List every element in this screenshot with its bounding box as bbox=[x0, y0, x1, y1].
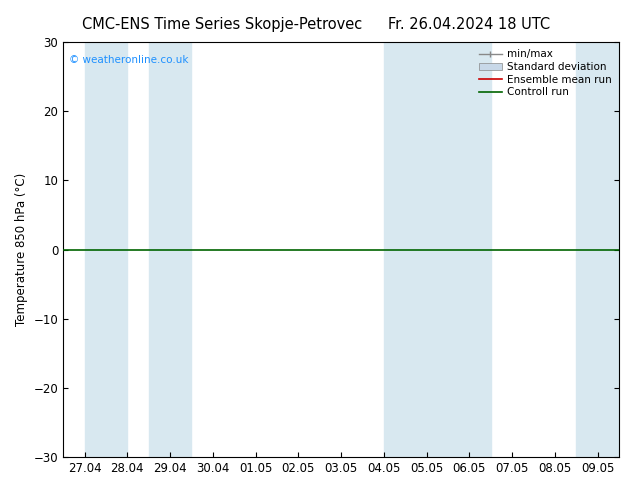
Legend: min/max, Standard deviation, Ensemble mean run, Controll run: min/max, Standard deviation, Ensemble me… bbox=[477, 47, 614, 99]
Bar bbox=[149, 42, 191, 457]
Y-axis label: Temperature 850 hPa (°C): Temperature 850 hPa (°C) bbox=[15, 173, 28, 326]
Bar bbox=[384, 42, 491, 457]
Text: © weatheronline.co.uk: © weatheronline.co.uk bbox=[68, 54, 188, 65]
Bar bbox=[84, 42, 127, 457]
Text: CMC-ENS Time Series Skopje-Petrovec: CMC-ENS Time Series Skopje-Petrovec bbox=[82, 17, 362, 32]
Text: Fr. 26.04.2024 18 UTC: Fr. 26.04.2024 18 UTC bbox=[388, 17, 550, 32]
Bar bbox=[576, 42, 634, 457]
